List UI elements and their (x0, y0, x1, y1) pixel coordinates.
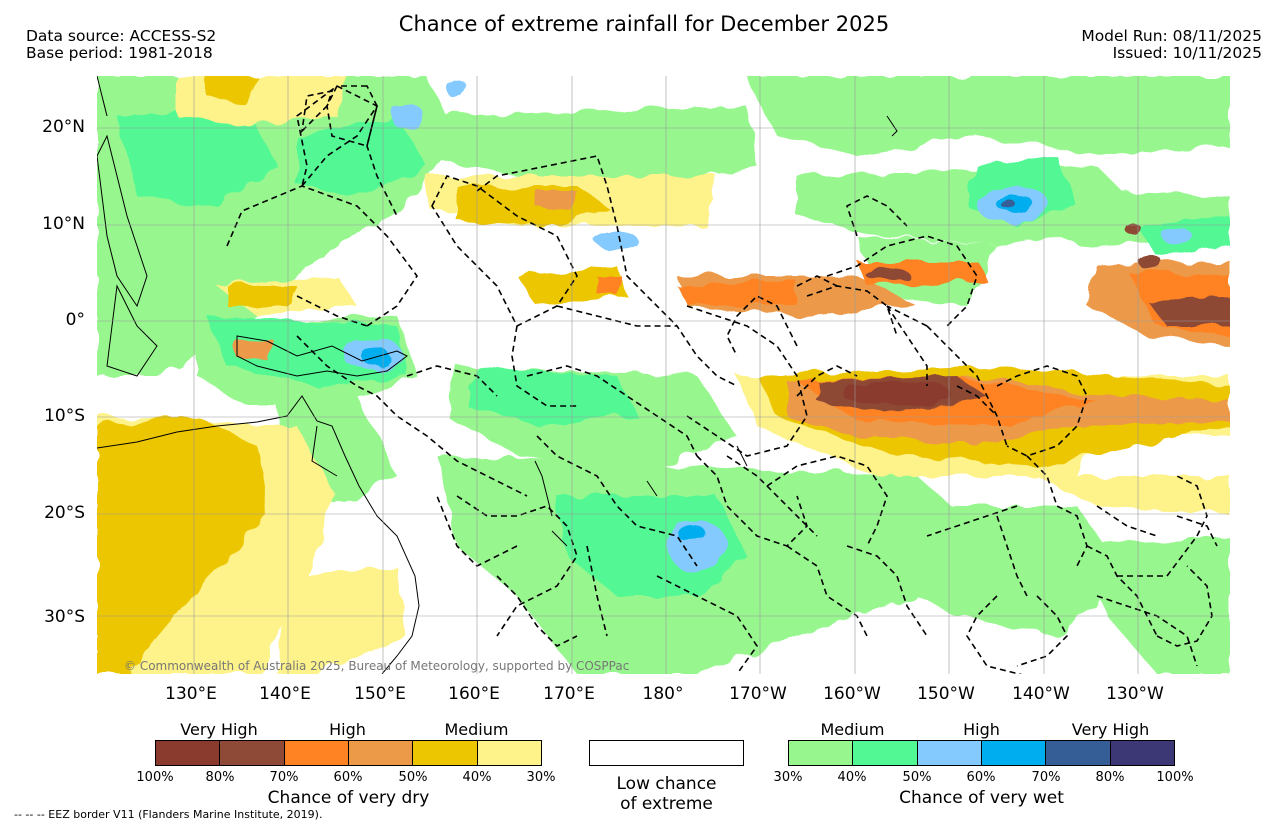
wet-color-bar (788, 740, 1175, 766)
wet-tick: 80% (1095, 770, 1125, 785)
dry-high-label: High (329, 720, 366, 739)
low-chance-caption-1: Low chance (616, 774, 717, 794)
graticule (97, 76, 1230, 674)
lon-label-170e: 170°E (543, 684, 595, 704)
lon-label-140e: 140°E (259, 684, 311, 704)
lat-label-20s: 20°S (44, 503, 85, 523)
wet-swatch-80-100 (1109, 741, 1174, 765)
coastlines (97, 76, 898, 674)
dry-very-high-label: Very High (180, 720, 258, 739)
dry-swatch-60-50 (347, 741, 413, 765)
wet-swatch-70-80 (1045, 741, 1110, 765)
low-chance-fill (590, 741, 743, 765)
dry-swatch-80-70 (219, 741, 284, 765)
map-title: Chance of extreme rainfall for December … (398, 12, 890, 36)
wet-tick: 30% (773, 770, 803, 785)
issued-text: Issued: 10/11/2025 (1112, 44, 1262, 62)
lat-label-10n: 10°N (42, 214, 85, 234)
dry-caption: Chance of very dry (267, 788, 430, 808)
wet-caption: Chance of very wet (899, 788, 1064, 808)
dry-tick: 30% (526, 770, 556, 785)
wet-very-high-label: Very High (1071, 720, 1150, 739)
wet-tick: 70% (1031, 770, 1061, 785)
dry-color-bar (155, 740, 542, 766)
rainfall-shading (97, 76, 1230, 674)
dry-tick: 40% (462, 770, 492, 785)
copyright-text: © Commonwealth of Australia 2025, Bureau… (124, 659, 630, 673)
lon-label-140w: 140°W (1012, 684, 1070, 704)
lat-label-10s: 10°S (44, 406, 85, 426)
dry-tick: 70% (269, 770, 299, 785)
low-chance-caption-2: of extreme (620, 794, 713, 814)
dry-swatch-50-40 (412, 741, 477, 765)
model-run-text: Model Run: 08/11/2025 (1081, 27, 1262, 45)
lon-label-150w: 150°W (917, 684, 975, 704)
data-source-text: Data source: ACCESS-S2 (26, 27, 217, 45)
wet-tick: 40% (837, 770, 867, 785)
lon-label-170w: 170°W (729, 684, 787, 704)
lon-label-180: 180° (642, 684, 684, 704)
wet-tick: 100% (1156, 770, 1194, 785)
wet-tick: 60% (966, 770, 996, 785)
dry-tick: 60% (333, 770, 363, 785)
eez-borders (226, 85, 1218, 674)
rainfall-map (97, 76, 1230, 674)
base-period-text: Base period: 1981-2018 (26, 44, 213, 62)
dry-tick: 100% (136, 770, 174, 785)
eez-note: -- -- -- EEZ border V11 (Flanders Marine… (14, 808, 323, 821)
wet-swatch-60-70 (980, 741, 1046, 765)
lon-label-160w: 160°W (823, 684, 881, 704)
dry-tick: 80% (205, 770, 235, 785)
lon-label-130w: 130°W (1106, 684, 1164, 704)
dry-tick: 50% (398, 770, 428, 785)
wet-swatch-30-40 (789, 741, 853, 765)
lon-label-160e: 160°E (448, 684, 500, 704)
low-chance-swatch (589, 740, 744, 766)
wet-medium-label: Medium (820, 720, 885, 739)
wet-high-label: High (963, 720, 1000, 739)
dry-medium-label: Medium (444, 720, 509, 739)
lat-label-0: 0° (65, 310, 85, 330)
lat-label-20n: 20°N (42, 117, 85, 137)
wet-swatch-50-60 (916, 741, 981, 765)
lon-label-150e: 150°E (354, 684, 406, 704)
dry-swatch-100-80 (156, 741, 220, 765)
lon-label-130e: 130°E (165, 684, 217, 704)
wet-swatch-40-50 (852, 741, 917, 765)
wet-tick: 50% (902, 770, 932, 785)
lat-label-30s: 30°S (44, 607, 85, 627)
dry-swatch-40-30 (476, 741, 541, 765)
dry-swatch-70-60 (283, 741, 348, 765)
